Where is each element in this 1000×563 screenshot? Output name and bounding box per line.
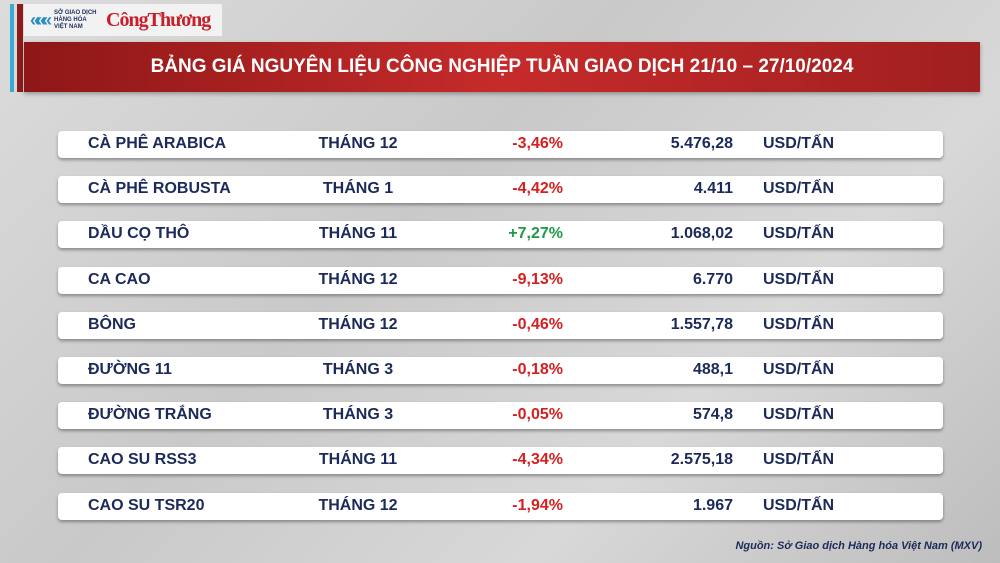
commodity-name: CÀ PHÊ ROBUSTA — [88, 180, 231, 198]
price: 2.575,18 — [670, 451, 733, 469]
logo: ««« SỞ GIAO DỊCH HÀNG HÓA VIỆT NAM CôngT… — [24, 4, 222, 36]
accent-bar-red — [17, 4, 23, 92]
price-change: -4,34% — [512, 451, 563, 469]
unit: USD/TẤN — [763, 225, 835, 243]
logo-brand: CôngThương — [106, 8, 211, 31]
price-change: -9,13% — [512, 270, 563, 288]
unit: USD/TẤN — [763, 315, 835, 333]
commodity-name: ĐƯỜNG TRẮNG — [88, 406, 212, 424]
commodity-name: DẦU CỌ THÔ — [88, 225, 190, 243]
table-row: CA CAO THÁNG 12 -9,13% 6.770 USD/TẤN — [58, 266, 943, 294]
commodity-name: CAO SU RSS3 — [88, 451, 197, 469]
commodity-name: CA CAO — [88, 270, 151, 288]
accent-bar-blue — [10, 4, 14, 92]
price-change: -4,42% — [512, 180, 563, 198]
contract-month: THÁNG 11 — [318, 225, 398, 243]
contract-month: THÁNG 12 — [318, 315, 398, 333]
table-row: CÀ PHÊ ROBUSTA THÁNG 1 -4,42% 4.411 USD/… — [58, 176, 943, 204]
table-row: CAO SU RSS3 THÁNG 11 -4,34% 2.575,18 USD… — [58, 447, 943, 475]
table-row: ĐƯỜNG 11 THÁNG 3 -0,18% 488,1 USD/TẤN — [58, 357, 943, 384]
price: 5.476,28 — [670, 135, 733, 152]
table-row: DẦU CỌ THÔ THÁNG 11 +7,27% 1.068,02 USD/… — [58, 221, 943, 249]
price-change: -0,18% — [512, 361, 563, 378]
price: 1.557,78 — [670, 315, 733, 333]
unit: USD/TẤN — [763, 135, 835, 152]
price-change: +7,27% — [508, 225, 563, 243]
contract-month: THÁNG 12 — [318, 270, 398, 288]
unit: USD/TẤN — [763, 406, 835, 424]
source-note: Nguồn: Sở Giao dịch Hàng hóa Việt Nam (M… — [735, 540, 982, 552]
commodity-name: CAO SU TSR20 — [88, 496, 205, 514]
price: 6.770 — [692, 270, 733, 288]
contract-month: THÁNG 12 — [318, 496, 398, 514]
unit: USD/TẤN — [763, 451, 835, 469]
commodity-name: BÔNG — [88, 315, 136, 333]
price-change: -1,94% — [512, 496, 563, 514]
table-row: CÀ PHÊ ARABICA THÁNG 12 -3,46% 5.476,28 … — [58, 131, 943, 158]
price-change: -0,46% — [512, 315, 563, 333]
price: 1.068,02 — [670, 225, 733, 243]
price: 574,8 — [692, 406, 733, 424]
page-title: BẢNG GIÁ NGUYÊN LIỆU CÔNG NGHIỆP TUẦN GI… — [24, 42, 980, 92]
unit: USD/TẤN — [763, 361, 835, 378]
unit: USD/TẤN — [763, 496, 835, 514]
price: 4.411 — [693, 180, 733, 198]
price-change: -3,46% — [512, 135, 563, 152]
unit: USD/TẤN — [763, 270, 835, 288]
price: 488,1 — [692, 361, 733, 378]
contract-month: THÁNG 3 — [322, 406, 394, 424]
table-row: BÔNG THÁNG 12 -0,46% 1.557,78 USD/TẤN — [58, 311, 943, 339]
mxv-logo-icon: ««« — [30, 9, 52, 30]
commodity-name: ĐƯỜNG 11 — [88, 361, 172, 378]
commodity-name: CÀ PHÊ ARABICA — [88, 135, 227, 152]
price-change: -0,05% — [512, 406, 563, 424]
table-row: ĐƯỜNG TRẮNG THÁNG 3 -0,05% 574,8 USD/TẤN — [58, 402, 943, 430]
price: 1.967 — [692, 496, 733, 514]
contract-month: THÁNG 1 — [322, 180, 394, 198]
unit: USD/TẤN — [763, 180, 835, 198]
contract-month: THÁNG 12 — [318, 135, 398, 152]
logo-org: SỞ GIAO DỊCH HÀNG HÓA VIỆT NAM — [54, 9, 97, 30]
contract-month: THÁNG 3 — [322, 361, 394, 378]
table-row: CAO SU TSR20 THÁNG 12 -1,94% 1.967 USD/T… — [58, 492, 943, 520]
contract-month: THÁNG 11 — [318, 451, 398, 469]
